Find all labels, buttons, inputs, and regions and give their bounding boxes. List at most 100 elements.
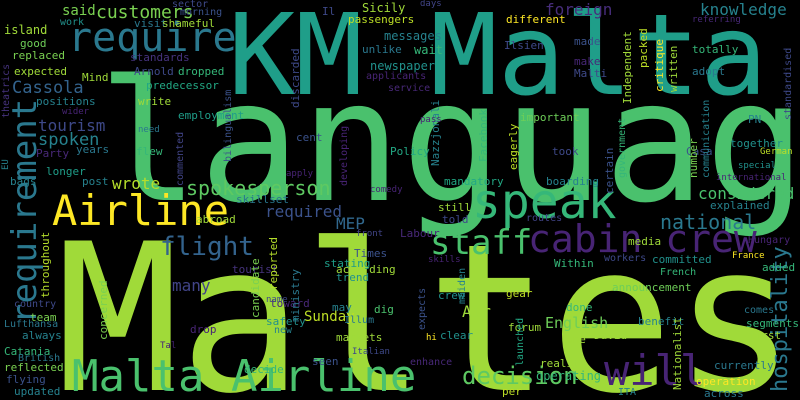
word-added: added — [762, 261, 796, 274]
word-island: island — [4, 23, 48, 37]
word-safety: safety — [266, 315, 306, 328]
word-dropped: dropped — [178, 65, 225, 78]
word-staff: staff — [430, 223, 533, 263]
word-adopt: adopt — [692, 65, 726, 78]
word-maiden: maiden — [457, 267, 468, 304]
word-british: British — [18, 353, 61, 364]
word-country: country — [14, 299, 57, 310]
word-make: make — [574, 55, 601, 68]
word-customers: customers — [96, 2, 194, 23]
word-airline: Airline — [52, 186, 230, 235]
word-bags: bags — [10, 175, 37, 188]
word-spoken: spoken — [38, 130, 100, 150]
word-ilsien: Ilsien — [504, 39, 544, 52]
word-international: international — [716, 173, 787, 183]
word-ita: ITA — [618, 387, 637, 398]
word-according: according — [336, 263, 396, 276]
word-longer: longer — [46, 165, 86, 178]
word-communication: communication — [701, 99, 712, 178]
word-theatrics: theatrics — [1, 63, 12, 118]
word-facebook: Facebook — [477, 109, 490, 162]
word-lufthansa: Lufthansa — [4, 319, 59, 330]
word-shameful: shameful — [162, 17, 215, 30]
word-english: English — [545, 314, 609, 332]
word-totally: totally — [692, 43, 739, 56]
word-currently: currently — [714, 359, 774, 372]
word-cassola: Cassola — [12, 78, 84, 98]
word-flying: flying — [6, 373, 46, 386]
word-sector: sector — [172, 0, 209, 10]
word-routes: routes — [526, 213, 563, 224]
word-decision: decision — [462, 362, 578, 390]
word-reported: reported — [267, 237, 280, 290]
word-standardised: standardised — [783, 47, 794, 120]
word-arnold: Arnold — [134, 65, 174, 78]
word-may: may — [332, 301, 352, 314]
word-maltese: Maltese — [56, 201, 800, 400]
word-expects: expects — [417, 287, 428, 330]
word-tal: Tal — [160, 341, 177, 351]
word-cent: cent — [296, 131, 323, 144]
word-markets: markets — [336, 331, 383, 344]
word-speak: speak — [472, 174, 617, 230]
word-took: took — [552, 145, 579, 158]
word-gear: gear — [506, 287, 533, 300]
word-tourist: tourist — [232, 263, 279, 276]
word-independent: Independent — [621, 31, 634, 104]
word-stating: stating — [324, 257, 371, 270]
word-front: front — [356, 229, 384, 239]
word-reflected: reflected — [4, 361, 64, 374]
word-throughout: throughout — [39, 231, 52, 298]
word-sicily: Sicily — [362, 1, 406, 15]
word-within: Within — [554, 257, 594, 270]
word-party: Party — [36, 147, 70, 160]
word-special: special — [738, 161, 776, 171]
word-catania: Catania — [4, 345, 51, 358]
word-discarded: discarded — [289, 48, 302, 108]
word-eagerly: eagerly — [507, 123, 520, 170]
word-will: will — [604, 346, 706, 395]
word-candidate: candidate — [249, 258, 262, 318]
word-certain: certain — [603, 147, 616, 194]
word-spokesperson: spokesperson — [186, 176, 331, 200]
word-different: different — [506, 13, 566, 26]
word-concerned: concerned — [97, 280, 110, 340]
word-enhance: enhance — [410, 357, 453, 368]
word-government: government — [617, 117, 628, 178]
word-predecessor: predecessor — [146, 79, 219, 92]
word-explained: explained — [710, 199, 770, 212]
word-skillset: skillset — [236, 193, 289, 206]
word-ministry: ministry — [289, 269, 302, 322]
word-eu: EU — [1, 159, 11, 170]
word-foreign: foreign — [545, 0, 613, 19]
word-visit: visit — [134, 17, 168, 30]
word-work: work — [60, 17, 85, 28]
word-apply: apply — [286, 169, 314, 179]
word-nationalist: Nationalist — [671, 317, 684, 390]
word-national: national — [660, 210, 757, 234]
word-developing: developing — [339, 125, 350, 186]
word-made: made — [574, 35, 601, 48]
word-pass: pass — [420, 115, 442, 125]
word-french: French — [660, 267, 697, 278]
word-skills: skills — [428, 255, 461, 265]
word-standards: standards — [130, 51, 190, 64]
word-nazzjonali: Nazzjonali — [429, 99, 442, 166]
word-important: important — [520, 111, 580, 124]
word-launched: launched — [515, 317, 526, 366]
word-forum: forum — [508, 321, 542, 334]
word-comedy: comedy — [370, 185, 403, 195]
word-across: across — [704, 387, 744, 400]
word-clear: clear — [440, 329, 474, 342]
word-knowledge: knowledge — [700, 0, 787, 19]
word-first: first — [748, 329, 782, 342]
word-boarding: boarding — [546, 175, 599, 188]
word-morning: morning — [180, 7, 223, 18]
word-need: need — [138, 125, 160, 135]
word-announcement: announcement — [612, 281, 692, 294]
word-still: still — [438, 201, 472, 214]
word-km-malta: KM Malta — [228, 0, 768, 121]
word-hi: hi — [426, 333, 437, 343]
word-replaced: replaced — [12, 49, 65, 62]
word-casa: Casa — [686, 145, 713, 158]
